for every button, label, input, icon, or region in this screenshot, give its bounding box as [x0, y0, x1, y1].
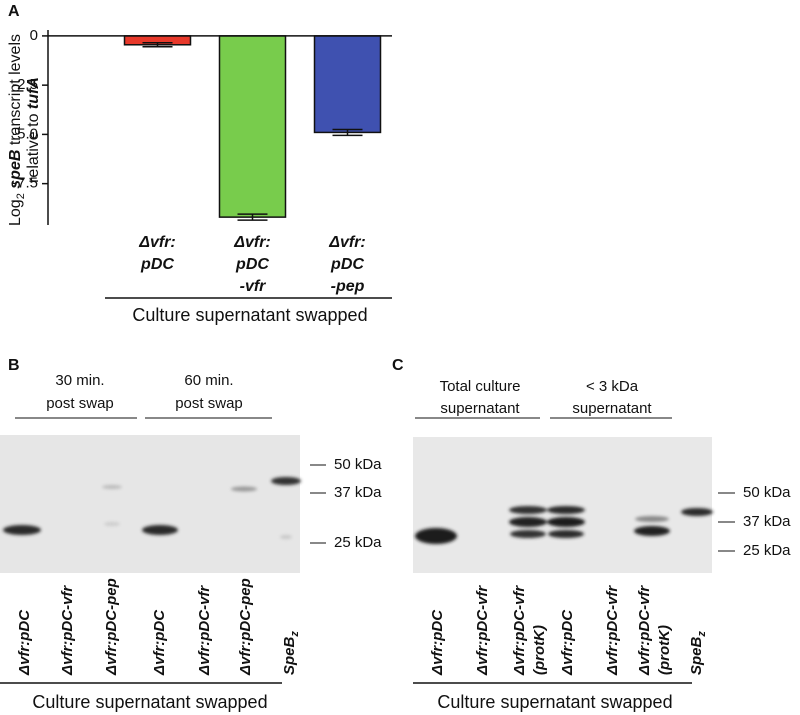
lane-label: SpeBz: [281, 631, 301, 675]
error-bar: [142, 42, 173, 48]
x-tick-label: pDC: [235, 256, 269, 273]
lane-label: Δvfr:pDC-vfr: [474, 585, 491, 676]
panel-label: A: [8, 3, 20, 20]
x-tick-label: -vfr: [240, 278, 267, 295]
lane-label: (protK): [531, 625, 548, 675]
panel-label: C: [392, 357, 404, 374]
marker-label: 50 kDa: [334, 456, 382, 473]
lane-label: Δvfr:pDC-vfr: [636, 585, 653, 676]
x-tick-label: Δvfr:: [138, 234, 176, 251]
marker-label: 50 kDa: [743, 484, 791, 501]
x-tick-label: -pep: [331, 278, 365, 295]
lane-label: Δvfr:pDC: [429, 609, 446, 676]
marker-label: 37 kDa: [334, 484, 382, 501]
lane-label: Δvfr:pDC: [151, 609, 168, 676]
footer: Culture supernatant swapped: [32, 692, 267, 712]
header: 30 min.: [55, 372, 104, 389]
x-tick-label: pDC: [330, 256, 364, 273]
y-label-part: relative to: [25, 109, 42, 183]
error-bar: [237, 213, 268, 221]
standard-name: SpeB: [688, 636, 705, 675]
lane-label: Δvfr:pDC-vfr: [59, 585, 76, 676]
header: Total culture: [440, 378, 521, 395]
header: post swap: [46, 395, 114, 412]
lane-label: SpeBz: [688, 631, 708, 675]
y-tick-label: -2.5: [12, 76, 38, 93]
standard-subscript: z: [696, 631, 708, 638]
y-label-part: Log: [7, 199, 24, 226]
y-tick-label: 0: [30, 27, 38, 44]
y-label-part: 2: [15, 193, 27, 199]
panel-label: B: [8, 357, 20, 374]
y-axis-label: relative to tufA: [25, 77, 42, 183]
lane-label: Δvfr:pDC: [16, 609, 33, 676]
y-label-part: transcript levels: [7, 34, 24, 150]
x-tick-label: Δvfr:: [328, 234, 366, 251]
header: < 3 kDa: [586, 378, 639, 395]
y-tick-label: -5.0: [12, 125, 38, 142]
x-group-label: Culture supernatant swapped: [132, 305, 367, 325]
y-label-part: speB: [7, 150, 24, 194]
bar: [313, 35, 382, 134]
y-axis-label: Log2 speB transcript levels: [7, 34, 27, 226]
lane-label: Δvfr:pDC: [559, 609, 576, 676]
footer: Culture supernatant swapped: [437, 692, 672, 712]
blot: [413, 437, 713, 573]
standard-subscript: z: [289, 631, 301, 638]
lane-label: (protK): [656, 625, 673, 675]
bar: [218, 35, 287, 218]
marker-label: 25 kDa: [334, 534, 382, 551]
marker-label: 37 kDa: [743, 513, 791, 530]
lane-label: Δvfr:pDC-vfr: [604, 585, 621, 676]
x-tick-label: pDC: [140, 256, 174, 273]
x-tick-label: Δvfr:: [233, 234, 271, 251]
standard-name: SpeB: [281, 636, 298, 675]
lane-label: Δvfr:pDC-pep: [237, 578, 254, 676]
lane-label: Δvfr:pDC-pep: [103, 578, 120, 676]
marker-label: 25 kDa: [743, 542, 791, 559]
header: post swap: [175, 395, 243, 412]
lane-label: Δvfr:pDC-vfr: [511, 585, 528, 676]
y-label-part: tufA: [25, 77, 42, 109]
lane-label: Δvfr:pDC-vfr: [196, 585, 213, 676]
header: 60 min.: [184, 372, 233, 389]
y-tick-label: -7.5: [12, 175, 38, 192]
header: supernatant: [572, 400, 652, 417]
header: supernatant: [440, 400, 520, 417]
blot: [0, 435, 301, 573]
error-bar: [332, 128, 363, 137]
